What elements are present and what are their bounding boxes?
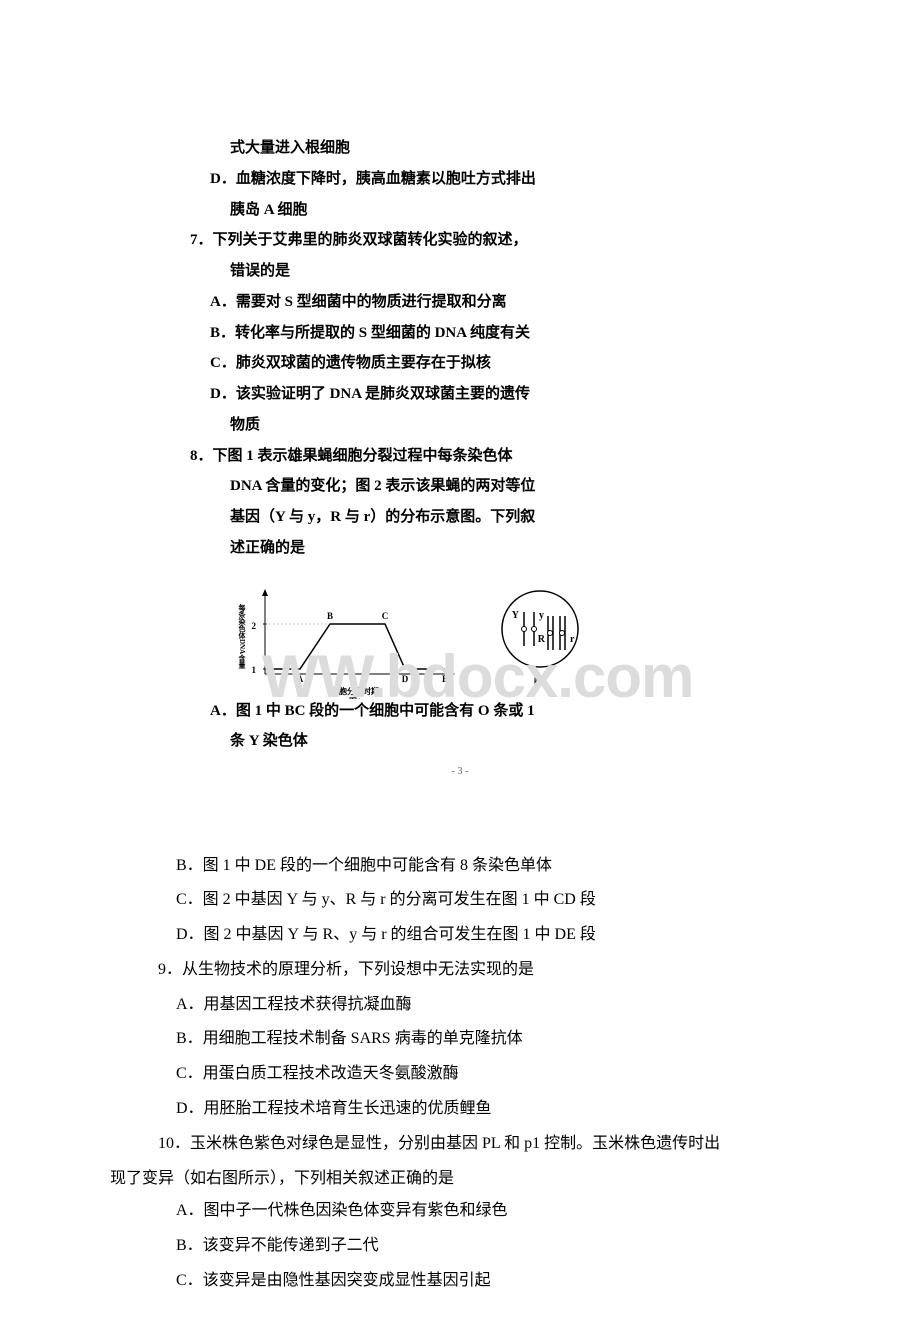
q10-stem-line1: 10．玉米株色紫色对绿色是显性，分别由基因 PL 和 p1 控制。玉米株色遗传时…	[110, 1128, 810, 1161]
gene-y: y	[539, 610, 544, 621]
q6-d-line1: D．血糖浓度下降时，胰高血糖素以胞吐方式排出	[190, 166, 730, 194]
q10-stem-line2: 现了变异（如右图所示），下列相关叙述正确的是	[110, 1163, 810, 1196]
q7-opt-d-line1: D．该实验证明了 DNA 是肺炎双球菌主要的遗传	[190, 381, 730, 409]
y-axis-label: 每条染色体DNA含量	[238, 603, 247, 669]
q9-opt-b: B．用细胞工程技术制备 SARS 病毒的单克隆抗体	[110, 1023, 810, 1056]
ytick-2: 2	[252, 621, 257, 631]
q10-opt-a: A．图中子一代株色因染色体变异有紫色和绿色	[110, 1195, 810, 1228]
q6-d-line2: 胰岛 A 细胞	[190, 197, 730, 225]
q8-opt-d: D．图 2 中基因 Y 与 R、y 与 r 的组合可发生在图 1 中 DE 段	[110, 919, 810, 952]
q10-opt-b: B．该变异不能传递到子二代	[110, 1230, 810, 1263]
label-b: B	[327, 611, 333, 621]
q7-stem-line1: 7．下列关于艾弗里的肺炎双球菌转化实验的叙述，	[190, 227, 730, 255]
q8-stem-line2: DNA 含量的变化；图 2 表示该果蝇的两对等位	[190, 473, 730, 501]
lower-text-block: B．图 1 中 DE 段的一个细胞中可能含有 8 条染色单体 C．图 2 中基因…	[0, 802, 920, 1320]
q7-stem-line2: 错误的是	[190, 258, 730, 286]
q7-opt-b: B．转化率与所提取的 S 型细菌的 DNA 纯度有关	[190, 320, 730, 348]
gene-R: R	[538, 634, 546, 645]
q10-opt-c: C．该变异是由隐性基因突变成显性基因引起	[110, 1265, 810, 1298]
label-c: C	[382, 611, 389, 621]
q8-opt-a-line1: A．图 1 中 BC 段的一个细胞中可能含有 O 条或 1	[190, 698, 730, 726]
gene-r: r	[570, 634, 575, 645]
q9-stem: 9．从生物技术的原理分析，下列设想中无法实现的是	[110, 954, 810, 987]
label-e: E	[442, 674, 448, 684]
figure-1-chart: 2 1 每条染色体DNA含量 A B C D E 细胞分裂时期 图1	[230, 574, 460, 694]
page-marker: - 3 -	[190, 759, 730, 782]
q8-opt-b: B．图 1 中 DE 段的一个细胞中可能含有 8 条染色单体	[110, 850, 810, 883]
q8-opt-a-line2: 条 Y 染色体	[190, 728, 730, 756]
q7-opt-d-line2: 物质	[190, 412, 730, 440]
q6-c-cont: 式大量进入根细胞	[190, 135, 730, 163]
upper-scanned-block: 式大量进入根细胞 D．血糖浓度下降时，胰高血糖素以胞吐方式排出 胰岛 A 细胞 …	[0, 0, 920, 802]
q9-opt-d: D．用胚胎工程技术培育生长迅速的优质鲤鱼	[110, 1093, 810, 1126]
gene-Y: Y	[512, 610, 520, 621]
q9-opt-c: C．用蛋白质工程技术改造天冬氨酸激酶	[110, 1058, 810, 1091]
label-d: D	[402, 674, 409, 684]
q8-stem-line4: 述正确的是	[190, 535, 730, 563]
ytick-1: 1	[252, 665, 257, 675]
q7-opt-a: A．需要对 S 型细菌中的物质进行提取和分离	[190, 289, 730, 317]
q9-opt-a: A．用基因工程技术获得抗凝血酶	[110, 989, 810, 1022]
fig2-label: 图2	[534, 677, 546, 686]
q8-stem-line1: 8．下图 1 表示雄果蝇细胞分裂过程中每条染色体	[190, 443, 730, 471]
q8-stem-line3: 基因（Y 与 y，R 与 r）的分布示意图。下列叙	[190, 504, 730, 532]
figure-2-circle: Y y R r 图2	[490, 584, 590, 684]
diagram-row: 2 1 每条染色体DNA含量 A B C D E 细胞分裂时期 图1 Y	[190, 566, 730, 698]
q7-opt-c: C．肺炎双球菌的遗传物质主要存在于拟核	[190, 350, 730, 378]
label-a: A	[297, 674, 304, 684]
q8-opt-c: C．图 2 中基因 Y 与 y、R 与 r 的分离可发生在图 1 中 CD 段	[110, 884, 810, 917]
x-axis-label: 细胞分裂时期	[331, 686, 379, 696]
